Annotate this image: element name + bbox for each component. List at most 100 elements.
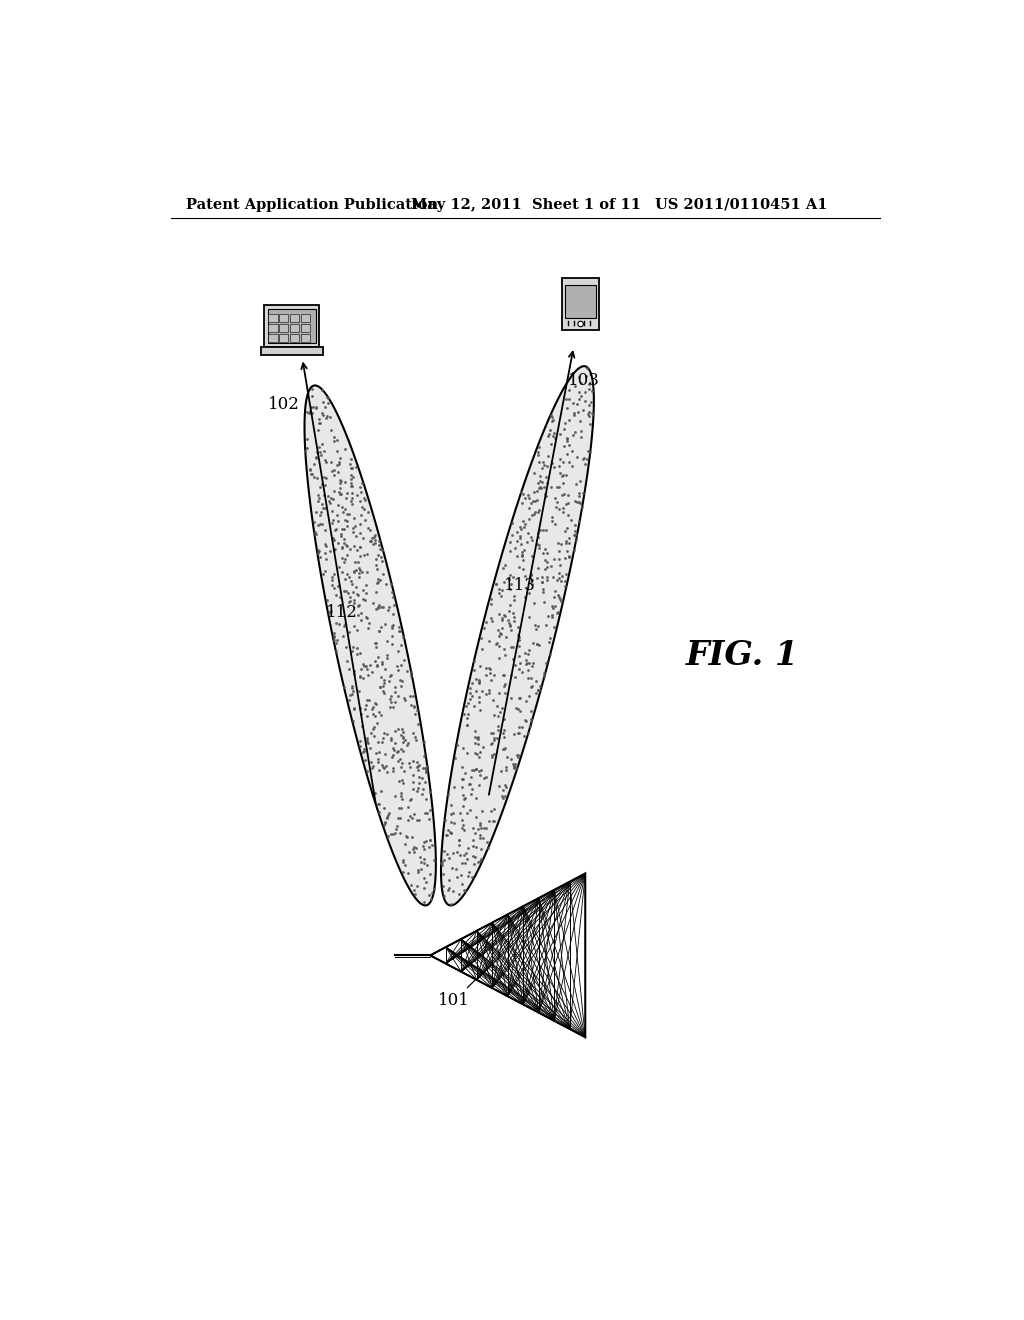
Point [535, 451, 551, 473]
Point [528, 634, 545, 655]
Point [575, 400, 592, 421]
Point [441, 847, 458, 869]
Point [496, 709, 512, 730]
Point [325, 566, 341, 587]
Point [406, 842, 422, 863]
Point [503, 748, 519, 770]
Point [364, 528, 380, 549]
Point [443, 894, 460, 915]
Point [373, 704, 389, 725]
Point [531, 477, 548, 498]
Point [567, 375, 584, 396]
Point [338, 638, 354, 659]
Point [567, 421, 584, 442]
Point [530, 499, 547, 520]
Point [326, 578, 342, 599]
Point [389, 742, 406, 763]
Point [567, 529, 584, 550]
Point [327, 628, 343, 649]
Point [511, 516, 527, 537]
Point [351, 536, 368, 557]
Point [549, 477, 565, 498]
Point [368, 693, 384, 714]
Point [384, 634, 400, 655]
Point [482, 663, 499, 684]
Point [315, 466, 332, 487]
Point [514, 545, 530, 566]
Point [332, 447, 348, 469]
Point [312, 441, 329, 462]
Point [402, 874, 419, 895]
Point [306, 466, 323, 487]
Point [529, 616, 546, 638]
Point [523, 676, 540, 697]
Point [404, 777, 421, 799]
Point [359, 561, 376, 582]
Point [353, 504, 370, 525]
Point [553, 533, 569, 554]
Point [468, 837, 484, 858]
Point [371, 620, 387, 642]
Point [356, 738, 373, 759]
Point [512, 525, 528, 546]
Point [379, 723, 395, 744]
Point [527, 502, 544, 523]
Point [407, 836, 423, 857]
Point [332, 483, 348, 504]
Point [388, 818, 404, 840]
Point [530, 680, 547, 701]
Point [406, 879, 422, 900]
Point [472, 850, 488, 871]
Point [359, 544, 376, 565]
Point [537, 483, 553, 504]
Point [559, 397, 575, 418]
Point [336, 552, 352, 573]
Point [415, 836, 431, 857]
Point [511, 722, 527, 743]
Text: 102: 102 [267, 396, 299, 413]
Point [377, 743, 393, 764]
Point [492, 635, 508, 656]
Point [568, 474, 585, 495]
Point [490, 603, 507, 624]
Point [474, 800, 490, 821]
Point [373, 597, 389, 618]
Point [334, 548, 350, 569]
Point [437, 809, 454, 830]
Point [332, 473, 348, 494]
Point [470, 818, 486, 840]
Point [559, 517, 575, 539]
Point [581, 401, 597, 422]
Point [316, 450, 333, 471]
Point [496, 676, 512, 697]
Point [358, 694, 375, 715]
Point [459, 708, 475, 729]
Point [347, 560, 364, 581]
Point [348, 457, 365, 478]
Point [506, 607, 522, 628]
Point [374, 755, 390, 776]
Point [417, 772, 433, 793]
Point [494, 579, 510, 601]
Point [509, 521, 525, 543]
Point [532, 478, 549, 499]
Point [523, 529, 540, 550]
Point [358, 659, 375, 680]
Point [397, 833, 414, 854]
Point [313, 502, 330, 523]
Point [529, 678, 546, 700]
Point [370, 598, 386, 619]
Point [307, 446, 324, 467]
Point [367, 529, 383, 550]
Point [566, 524, 583, 545]
Point [310, 515, 327, 536]
Point [377, 810, 393, 832]
Point [417, 803, 433, 824]
Point [345, 590, 361, 611]
Point [433, 851, 450, 873]
Point [484, 810, 501, 832]
Point [468, 759, 484, 780]
Point [544, 595, 560, 616]
Point [371, 741, 387, 762]
Point [346, 535, 362, 556]
